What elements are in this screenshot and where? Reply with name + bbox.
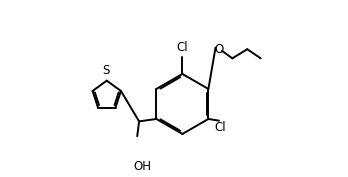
Text: Cl: Cl [215, 121, 227, 134]
Text: S: S [102, 64, 109, 77]
Text: O: O [214, 43, 223, 56]
Text: OH: OH [133, 160, 151, 173]
Text: Cl: Cl [176, 41, 188, 54]
